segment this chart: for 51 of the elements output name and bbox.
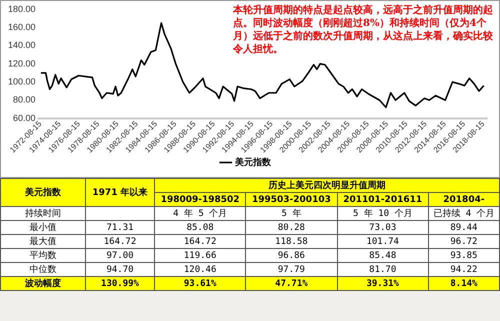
y-tick-label: 120.00 <box>8 58 36 68</box>
category-label: 1971 年以来 <box>86 178 154 206</box>
text: 4 年 5 个月 <box>173 209 228 219</box>
text: 96.72 <box>450 236 478 246</box>
text: 94.70 <box>106 264 134 274</box>
text: 101.74 <box>366 236 399 246</box>
y-tick-label: 100.00 <box>8 76 36 86</box>
category-label: 201101-201611 <box>337 192 428 206</box>
text: 119.66 <box>184 250 216 260</box>
text: 164.72 <box>184 236 216 246</box>
category-label: 198009-198502 <box>154 192 246 206</box>
category-label: 最小值 <box>30 223 56 233</box>
text: 118.58 <box>275 236 308 246</box>
category-label: 持续时间 <box>25 209 61 219</box>
y-tick-label: 180.00 <box>8 4 36 14</box>
text: 5 年 <box>282 209 302 219</box>
annotation: 本轮升值周期的特点是起点较高，远高于之前升值周期的起点。同时波动幅度（刚刚超过8%）和持续时间（仅为4个月）远低于之前的数次升值周期，从这点上来看，确实比较令人担忧。 <box>233 4 494 56</box>
text: 73.03 <box>369 222 396 232</box>
text: 94.22 <box>450 264 478 274</box>
category-label: 201804- <box>428 192 500 206</box>
category-label: 平均数 <box>30 251 56 261</box>
text: 96.86 <box>278 250 305 260</box>
y-tick-label: 60.00 <box>12 112 36 123</box>
text: 93.61% <box>184 278 216 288</box>
category-label: 199503-200103 <box>246 192 338 206</box>
text: 164.72 <box>104 236 136 246</box>
text: 93.85 <box>450 250 478 260</box>
category-label: 波动幅度 <box>25 279 61 289</box>
y-tick-label: 160.00 <box>8 22 36 32</box>
legend-label: 美元指数 <box>234 156 272 167</box>
text: 85.08 <box>186 222 214 232</box>
text: 美元指数 <box>0 178 86 206</box>
text: 97.79 <box>278 264 305 274</box>
y-tick-label: 80.00 <box>12 94 36 105</box>
text: 47.71% <box>275 278 308 288</box>
text: 历史上美元四次明显升值周期 <box>154 178 500 192</box>
category-label: 最大值 <box>30 237 56 247</box>
text: 97.00 <box>106 250 134 260</box>
text: 120.46 <box>184 264 216 274</box>
text: 85.48 <box>369 250 396 260</box>
text: 71.31 <box>106 222 134 232</box>
y-tick-label: 140.00 <box>8 40 36 50</box>
text: 81.70 <box>369 264 396 274</box>
category-label: 中位数 <box>30 265 56 275</box>
text: 5 年 10 个月 <box>352 209 412 219</box>
text: 39.31% <box>366 278 399 288</box>
text: 89.44 <box>450 222 478 232</box>
text: 80.28 <box>278 222 305 232</box>
text: 8.14% <box>450 278 478 288</box>
text: 130.99% <box>101 278 139 288</box>
text: 已持续 4 个月 <box>433 209 495 219</box>
